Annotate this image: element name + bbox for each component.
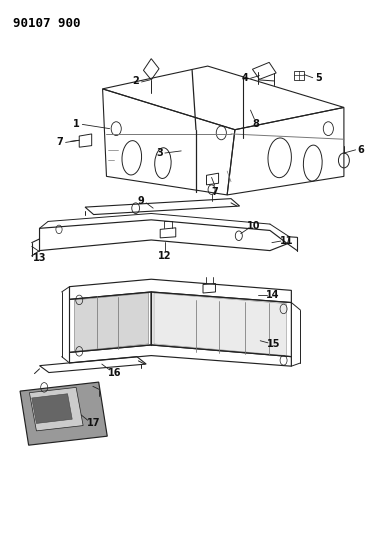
Text: 14: 14 bbox=[266, 290, 279, 300]
Text: 9: 9 bbox=[137, 196, 144, 206]
Text: 6: 6 bbox=[358, 145, 365, 155]
Text: 1: 1 bbox=[73, 119, 80, 130]
Text: 10: 10 bbox=[247, 221, 260, 231]
Polygon shape bbox=[32, 394, 72, 423]
Text: 17: 17 bbox=[87, 418, 100, 428]
Text: 15: 15 bbox=[267, 339, 281, 349]
Polygon shape bbox=[74, 293, 149, 351]
Text: 12: 12 bbox=[158, 252, 172, 261]
Polygon shape bbox=[20, 382, 107, 445]
Text: 7: 7 bbox=[56, 138, 63, 148]
Polygon shape bbox=[154, 293, 286, 356]
Text: 7: 7 bbox=[211, 187, 218, 197]
Text: 2: 2 bbox=[132, 76, 140, 86]
Text: 8: 8 bbox=[252, 119, 259, 130]
Polygon shape bbox=[29, 387, 83, 431]
Text: 90107 900: 90107 900 bbox=[13, 17, 81, 30]
Text: 16: 16 bbox=[108, 368, 122, 377]
Text: 4: 4 bbox=[241, 72, 248, 83]
Text: 13: 13 bbox=[33, 253, 46, 263]
Text: 11: 11 bbox=[279, 236, 293, 246]
Text: 5: 5 bbox=[315, 72, 322, 83]
Text: 3: 3 bbox=[156, 148, 163, 158]
